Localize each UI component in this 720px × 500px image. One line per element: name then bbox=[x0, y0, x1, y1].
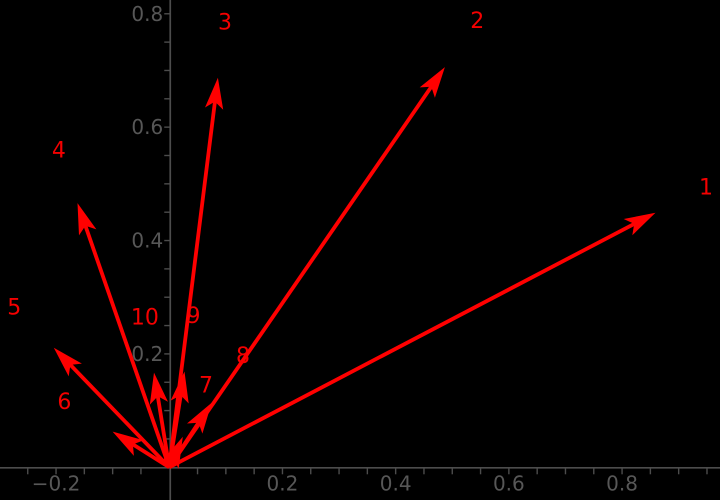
vector-arrow-shaft bbox=[168, 221, 638, 469]
vector-arrow-head bbox=[623, 212, 656, 236]
vector-arrow-shaft bbox=[82, 222, 172, 468]
vector-arrow-head bbox=[112, 431, 144, 456]
vector-label: 6 bbox=[57, 390, 71, 415]
vector-arrow-head bbox=[419, 67, 445, 98]
vector-label: 5 bbox=[7, 296, 21, 321]
y-tick-label: 0.8 bbox=[131, 2, 163, 26]
vector-label: 4 bbox=[52, 138, 66, 163]
vector-arrow-head bbox=[53, 347, 82, 377]
vector-arrow-shaft bbox=[167, 83, 435, 469]
vector-arrow-head bbox=[205, 77, 224, 110]
vector-arrow-shaft bbox=[129, 441, 171, 469]
y-tick-label: 0.6 bbox=[131, 115, 163, 139]
vector-arrow-shaft bbox=[155, 393, 172, 468]
y-tick-label: 0.4 bbox=[131, 229, 163, 253]
vector-label: 10 bbox=[131, 305, 159, 330]
x-tick-label: 0.4 bbox=[380, 471, 412, 495]
vector-arrow-head bbox=[149, 372, 168, 405]
x-tick-label: −0.2 bbox=[32, 471, 81, 495]
vector-arrow-head bbox=[187, 402, 212, 434]
vector-label: 8 bbox=[236, 344, 250, 369]
x-tick-label: 0.6 bbox=[493, 471, 525, 495]
x-tick-label: 0.2 bbox=[267, 471, 299, 495]
vector-arrow-shaft bbox=[67, 361, 171, 469]
vector-arrow-shaft bbox=[167, 392, 184, 468]
y-tick-label: 0.2 bbox=[131, 342, 163, 366]
vector-arrow-head bbox=[77, 203, 97, 236]
vector-arrow-shaft bbox=[167, 99, 218, 468]
vector-arrow-head bbox=[170, 371, 189, 404]
vector-label: 9 bbox=[187, 304, 201, 329]
vector-label: 2 bbox=[470, 9, 484, 34]
vector-arrow-shaft bbox=[167, 419, 202, 469]
vector-label: 1 bbox=[699, 175, 713, 200]
x-tick-label: 0.8 bbox=[606, 471, 638, 495]
vector-label: 7 bbox=[199, 374, 213, 399]
vector-label: 3 bbox=[218, 10, 232, 35]
